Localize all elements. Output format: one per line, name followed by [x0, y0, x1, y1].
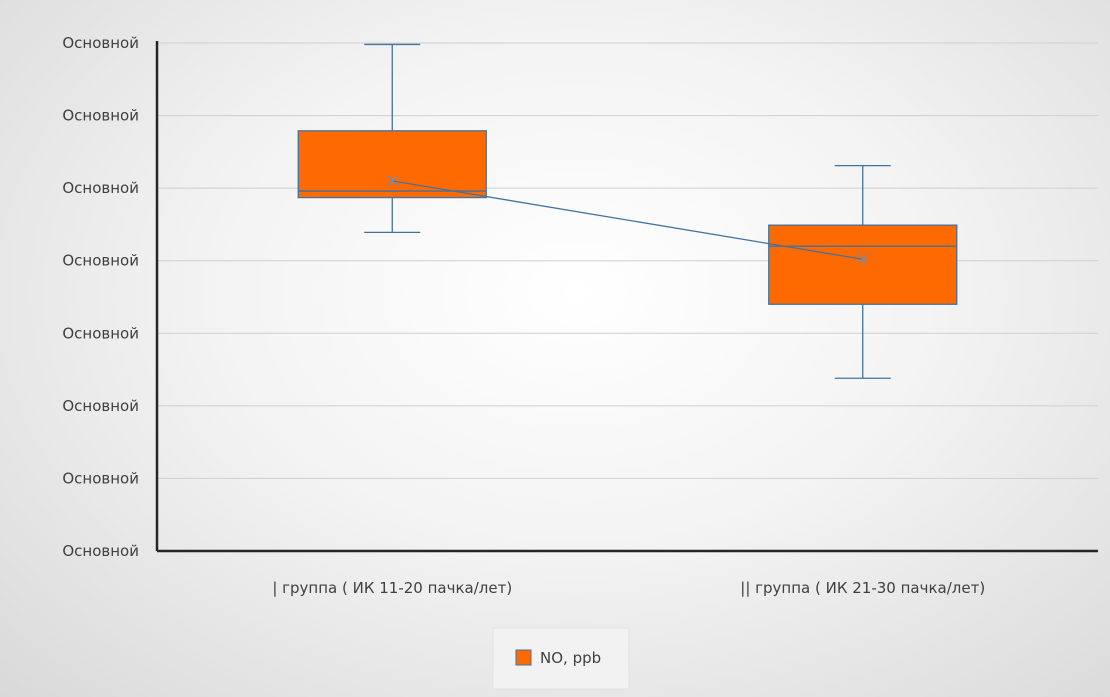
- box: [768, 224, 958, 305]
- y-tick-label: Основной: [62, 469, 139, 487]
- y-tick-label: Основной: [62, 324, 139, 342]
- mean-line: [392, 180, 863, 260]
- y-tick-label: Основной: [62, 34, 139, 52]
- x-tick-label: | группа ( ИК 11-20 пачка/лет): [272, 579, 512, 597]
- legend-label: NO, ppb: [540, 649, 601, 667]
- y-tick-label: Основной: [62, 397, 139, 415]
- y-tick-label: Основной: [62, 179, 139, 197]
- legend-swatch: [515, 649, 532, 666]
- y-tick-label: Основной: [62, 542, 139, 560]
- box: [297, 130, 487, 199]
- mean-marker: [857, 253, 869, 265]
- y-tick-label: Основной: [62, 252, 139, 270]
- y-tick-label: Основной: [62, 107, 139, 125]
- mean-marker: [386, 175, 398, 187]
- x-tick-label: || группа ( ИК 21-30 пачка/лет): [740, 579, 985, 597]
